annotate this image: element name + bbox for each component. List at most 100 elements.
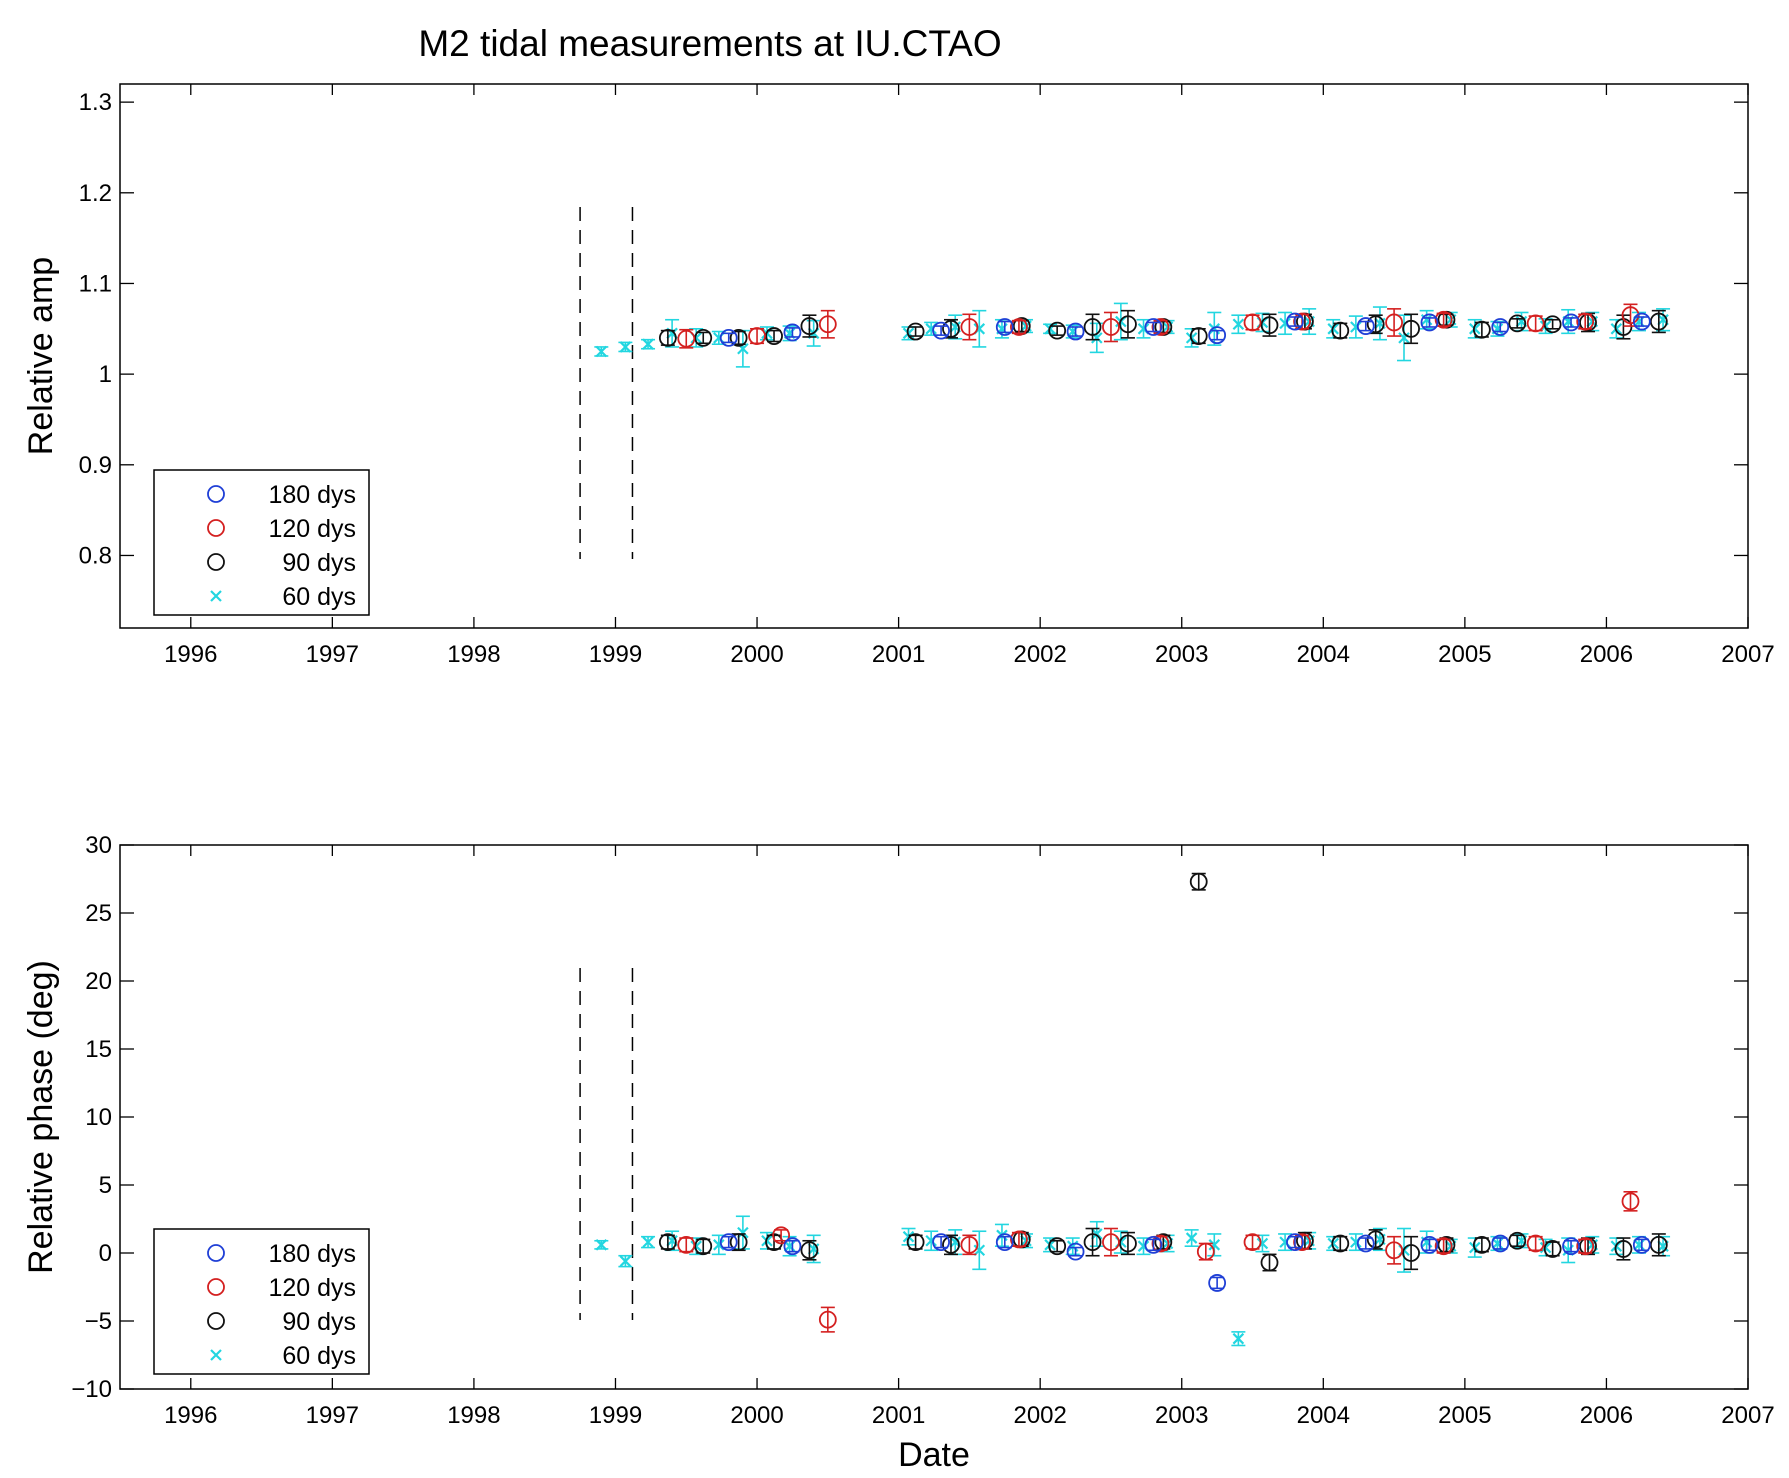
legend-label: 60 dys: [282, 1342, 356, 1370]
circle-marker: [1632, 1235, 1651, 1254]
data-point: [1048, 321, 1067, 340]
y-tick-label: 5: [99, 1172, 112, 1199]
x-marker: [1232, 1332, 1245, 1345]
x-marker: [902, 1230, 915, 1243]
data-point: [1243, 313, 1262, 332]
data-point: [932, 1233, 950, 1252]
circle-marker: [748, 327, 766, 345]
data-point: [1632, 312, 1651, 331]
x-marker: [1208, 1239, 1221, 1251]
x-marker: [1327, 1237, 1339, 1250]
x-tick-label: 2006: [1580, 1402, 1633, 1429]
data-point: [1649, 309, 1668, 334]
x-tick-label: 2003: [1155, 641, 1208, 668]
plot-frame: [119, 83, 1749, 629]
circle-marker: [1066, 1242, 1085, 1261]
data-point: [1331, 321, 1350, 340]
circle-marker: [1632, 312, 1651, 331]
legend-label: 90 dys: [282, 1308, 356, 1336]
data-point: [1048, 1237, 1067, 1256]
circle-marker: [1434, 1237, 1453, 1256]
legend-circle-icon: [207, 485, 225, 503]
x-marker: [1091, 1228, 1103, 1240]
circle-marker: [658, 1233, 677, 1252]
data-point: [1083, 1227, 1102, 1257]
y-tick-label: 0.9: [79, 452, 112, 479]
data-point: [1278, 311, 1293, 336]
circle-marker: [1385, 1241, 1403, 1260]
data-point: [641, 338, 656, 350]
legend-label: 120 dys: [268, 515, 356, 543]
series-90-dys: [658, 872, 1668, 1272]
data-point: [1576, 1237, 1595, 1256]
data-point: [1614, 1237, 1633, 1261]
circle-marker: [1508, 314, 1527, 333]
x-tick-label: 2002: [1013, 1402, 1066, 1429]
circle-marker: [1119, 1234, 1137, 1253]
circle-marker: [1260, 1253, 1279, 1272]
legend-circle-icon: [207, 1312, 225, 1330]
circle-marker: [1331, 1234, 1350, 1253]
y-axis-label: Relative phase (deg): [22, 960, 60, 1274]
circle-marker: [1260, 316, 1279, 335]
circle-marker: [1286, 1233, 1304, 1252]
series-120-dys: [677, 303, 1640, 349]
phase-panel: 1996 1997 1998 1999 2000 2001 2002 2003 2004 2005…: [22, 832, 1775, 1474]
data-point: [1286, 312, 1304, 331]
data-point: [1402, 1235, 1420, 1271]
data-point: [972, 309, 987, 348]
circle-marker: [1621, 1192, 1640, 1211]
data-point: [658, 328, 677, 347]
data-point: [960, 313, 979, 341]
circle-marker: [1151, 1234, 1170, 1253]
series-90-dys: [658, 309, 1668, 347]
y-tick-label: 25: [85, 900, 112, 927]
data-point: [783, 1237, 802, 1256]
circle-marker: [1083, 318, 1102, 336]
x-tick-label: 2006: [1580, 641, 1633, 668]
circle-marker: [1576, 1237, 1595, 1256]
data-point: [594, 345, 609, 358]
circle-marker: [1385, 313, 1403, 332]
data-point: [748, 327, 766, 345]
x-marker: [619, 1255, 632, 1267]
data-point: [1491, 1234, 1510, 1253]
x-tick-label: 2007: [1721, 641, 1774, 668]
circle-marker: [1083, 1233, 1102, 1252]
data-point: [1207, 1233, 1222, 1257]
circle-marker: [1366, 1230, 1385, 1249]
circle-marker: [1010, 318, 1028, 336]
x-tick-label: 2005: [1438, 1402, 1491, 1429]
circle-marker: [1366, 315, 1385, 334]
circle-marker: [942, 319, 960, 338]
circle-marker: [1102, 1233, 1120, 1252]
data-point: [1632, 1235, 1651, 1254]
circle-marker: [995, 1233, 1014, 1252]
legend-x-icon: [210, 590, 222, 602]
x-marker: [1398, 332, 1410, 344]
x-tick-label: 1996: [164, 641, 217, 668]
data-point: [1119, 309, 1137, 339]
circle-marker: [1491, 318, 1510, 336]
x-tick-label: 2002: [1013, 641, 1066, 668]
circle-marker: [960, 318, 979, 336]
x-tick-label: 2004: [1297, 641, 1350, 668]
circle-marker: [772, 1226, 791, 1245]
data-point: [1576, 312, 1595, 331]
data-point: [1543, 1240, 1562, 1258]
circle-marker: [1649, 312, 1668, 331]
data-point: [1083, 313, 1102, 341]
series-180-dys: [719, 1233, 1651, 1292]
data-point: [1208, 326, 1227, 345]
circle-marker: [942, 1235, 960, 1254]
data-point: [1066, 1242, 1085, 1261]
data-point: [942, 318, 960, 339]
data-point: [719, 328, 738, 347]
x-tick-label: 1999: [589, 641, 642, 668]
x-tick-label: 2000: [730, 1402, 783, 1429]
data-point: [1066, 322, 1085, 341]
data-point: [1621, 1191, 1640, 1212]
circle-marker: [960, 1235, 979, 1254]
circle-marker: [1243, 1233, 1262, 1252]
circle-marker: [1208, 326, 1227, 345]
